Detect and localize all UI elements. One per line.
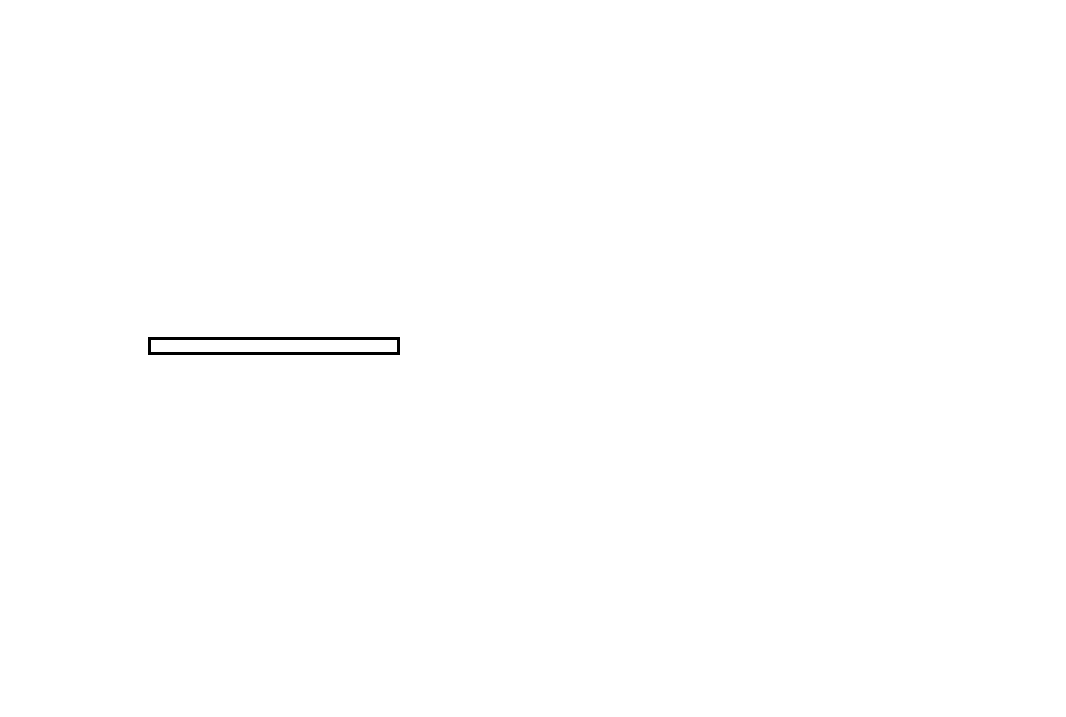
legend <box>148 337 400 355</box>
antenna-mesh-inset <box>246 87 466 237</box>
mesh-background <box>246 87 466 237</box>
zoom-inset-plot <box>588 48 1020 320</box>
inset-background <box>588 48 1020 320</box>
